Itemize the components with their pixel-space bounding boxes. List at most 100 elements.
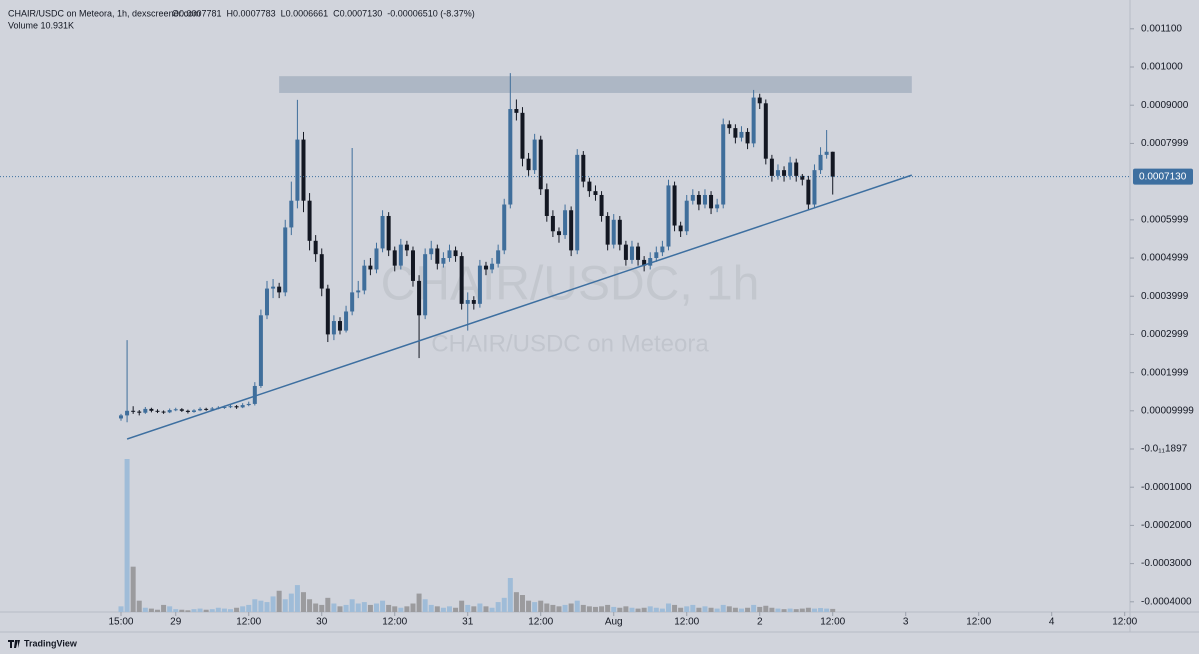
candle-body xyxy=(727,124,732,129)
candle-body xyxy=(429,248,434,255)
candle-body xyxy=(550,215,555,232)
candle-body xyxy=(161,411,166,413)
candle-body xyxy=(471,300,476,304)
candle-body xyxy=(234,406,239,408)
candle-body xyxy=(240,405,245,408)
volume-bar xyxy=(398,607,404,612)
volume-bar xyxy=(270,596,276,612)
candle-body xyxy=(313,240,318,255)
candle-body xyxy=(167,410,172,413)
y-tick-label: -0.0003000 xyxy=(1141,558,1192,569)
volume-bar xyxy=(373,603,379,612)
volume-bar xyxy=(489,607,495,612)
candle-body xyxy=(556,231,561,236)
volume-bar xyxy=(179,609,185,612)
candle-body xyxy=(410,250,415,281)
volume-bar xyxy=(811,608,817,612)
candle-body xyxy=(362,265,367,291)
candle-body xyxy=(453,250,458,257)
header-volume: Volume 10.931K xyxy=(8,20,74,30)
volume-bar xyxy=(416,593,422,612)
x-tick-label: 12:00 xyxy=(820,617,845,628)
candle-body xyxy=(155,410,160,412)
y-tick-label: 0.001000 xyxy=(1141,62,1183,73)
volume-bar xyxy=(392,606,398,612)
volume-bar xyxy=(732,607,738,612)
volume-bar xyxy=(367,604,373,612)
y-tick-label: 0.0005999 xyxy=(1141,214,1189,225)
candle-body xyxy=(532,139,537,171)
candle-body xyxy=(818,154,823,171)
candle-body xyxy=(806,179,811,205)
x-tick-label: 12:00 xyxy=(236,617,261,628)
candle-body xyxy=(143,408,148,413)
volume-bar xyxy=(191,609,197,612)
candle-body xyxy=(660,246,665,253)
candle-body xyxy=(271,286,276,289)
candle-body xyxy=(118,415,123,419)
candle-body xyxy=(526,158,531,171)
candle-body xyxy=(575,154,580,251)
x-tick-label: 30 xyxy=(316,617,328,628)
volume-bar xyxy=(501,597,507,612)
candle-body xyxy=(623,244,628,260)
volume-bar xyxy=(428,604,434,612)
candle-body xyxy=(465,300,470,304)
candle-body xyxy=(483,265,488,270)
y-tick-label: 0.0003999 xyxy=(1141,291,1189,302)
candle-body xyxy=(325,288,330,335)
candle-body xyxy=(191,410,196,412)
candle-body xyxy=(319,254,324,289)
volume-bar xyxy=(173,609,179,612)
volume-bar xyxy=(678,607,684,612)
volume-bar xyxy=(453,607,459,612)
candle-body xyxy=(812,170,817,205)
header-ohlc: C0.0007130 xyxy=(333,8,382,18)
candle-body xyxy=(678,225,683,232)
volume-bar xyxy=(300,592,306,612)
volume-bar xyxy=(519,595,525,612)
volume-bar xyxy=(708,607,714,612)
x-tick-label: 12:00 xyxy=(966,617,991,628)
volume-bar xyxy=(185,610,191,612)
y-tick-label: -0.0001000 xyxy=(1141,482,1192,493)
last-price-box xyxy=(1133,168,1193,185)
volume-bar xyxy=(276,590,282,612)
footer[interactable]: TradingView xyxy=(8,638,78,648)
candle-body xyxy=(605,215,610,245)
candle-body xyxy=(350,292,355,312)
candle-body xyxy=(252,385,257,404)
x-tick-label: 12:00 xyxy=(674,617,699,628)
volume-bar xyxy=(410,603,416,612)
volume-bar xyxy=(702,606,708,612)
candle-body xyxy=(337,321,342,331)
volume-bar xyxy=(313,603,319,612)
candle-body xyxy=(392,250,397,266)
candle-body xyxy=(702,194,707,205)
volume-bar xyxy=(617,607,623,612)
candle-body xyxy=(830,151,835,177)
volume-bar xyxy=(288,593,294,612)
candle-body xyxy=(642,259,647,266)
volume-bar xyxy=(507,578,513,612)
volume-bar xyxy=(745,607,751,612)
candle-body xyxy=(435,248,440,264)
watermark-subtitle: CHAIR/USDC on Meteora xyxy=(431,330,709,357)
candle-body xyxy=(301,139,306,201)
candle-body xyxy=(696,194,701,205)
volume-bar xyxy=(404,606,410,612)
candle-body xyxy=(538,139,543,190)
y-tick-label: 0.001100 xyxy=(1141,23,1182,34)
y-tick-label: 0.0001999 xyxy=(1141,367,1189,378)
volume-bar xyxy=(544,603,550,612)
y-tick-label: 0.0002999 xyxy=(1141,329,1189,340)
volume-bar xyxy=(209,609,215,612)
volume-bar xyxy=(197,608,203,612)
volume-bar xyxy=(574,600,580,612)
candle-body xyxy=(386,215,391,251)
volume-bar xyxy=(349,599,355,612)
volume-bar xyxy=(471,606,477,612)
volume-bar xyxy=(361,602,367,612)
candle-body xyxy=(368,265,373,270)
